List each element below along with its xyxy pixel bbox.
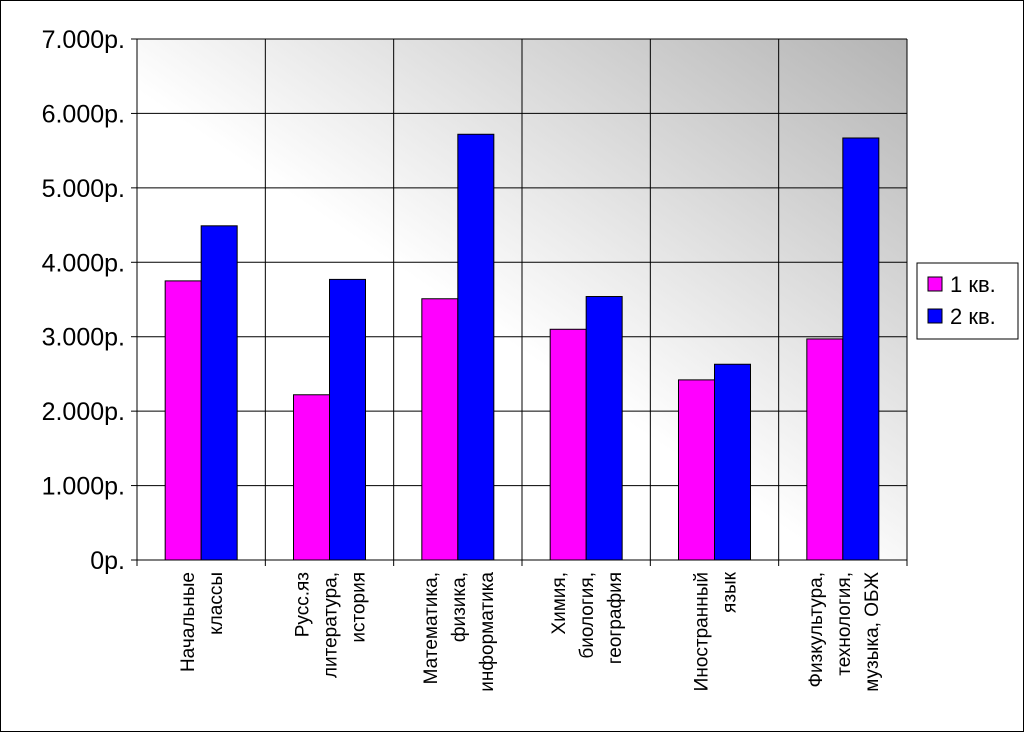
legend-box <box>916 262 1019 340</box>
bar <box>549 328 587 561</box>
bar <box>164 280 202 561</box>
x-tick-label: литература, <box>321 572 342 678</box>
y-tick-label: 7.000р. <box>42 26 125 54</box>
x-tick-label: Начальные <box>178 572 199 672</box>
bar <box>200 225 238 561</box>
x-tick-label: Иностранный <box>692 572 713 691</box>
x-tick-label: классы <box>206 572 227 635</box>
bar <box>585 296 623 561</box>
y-tick-label: 1.000р. <box>42 473 125 501</box>
bar <box>293 394 330 561</box>
bar <box>329 278 366 561</box>
y-tick-label: 4.000р. <box>42 249 125 277</box>
legend-label: 2 кв. <box>950 304 996 329</box>
bars <box>164 133 880 561</box>
bar <box>678 379 715 561</box>
bar <box>457 133 495 561</box>
bar <box>714 363 751 561</box>
y-tick-labels: 0р. 1.000р. 2.000р. 3.000р. 4.000р. 5.000р. 6.… <box>42 26 125 575</box>
x-tick-label: история <box>349 572 370 643</box>
x-tick-label: технология, <box>834 572 855 676</box>
y-tick-label: 3.000р. <box>42 324 125 352</box>
x-tick-label: Физкультура, <box>806 572 827 688</box>
axes <box>131 38 908 566</box>
legend: 1 кв. 2 кв. <box>916 262 1019 340</box>
legend-swatch <box>927 308 943 324</box>
x-tick-label: Математика, <box>421 572 442 684</box>
x-tick-label: музыка, ОБЖ <box>862 572 883 692</box>
legend-label: 1 кв. <box>950 272 996 297</box>
y-tick-label: 5.000р. <box>42 175 125 203</box>
x-tick-label: физика, <box>449 572 470 642</box>
y-tick-label: 0р. <box>90 547 125 575</box>
x-tick-label: биология, <box>577 572 598 659</box>
bar <box>842 137 880 561</box>
x-tick-label: информатика <box>477 572 498 692</box>
x-tick-label: Русс.яз <box>293 572 314 637</box>
x-tick-labels: Начальные классы Русс.яз литература, история… <box>178 571 883 691</box>
y-tick-label: 2.000р. <box>42 398 125 426</box>
gridlines <box>137 38 908 560</box>
legend-swatch <box>927 276 943 292</box>
bar <box>421 298 459 561</box>
x-tick-label: язык <box>720 571 741 613</box>
x-tick-label: Химия, <box>549 572 570 635</box>
x-tick-label: география <box>605 572 626 664</box>
bar <box>806 338 844 561</box>
y-tick-label: 6.000р. <box>42 100 125 128</box>
